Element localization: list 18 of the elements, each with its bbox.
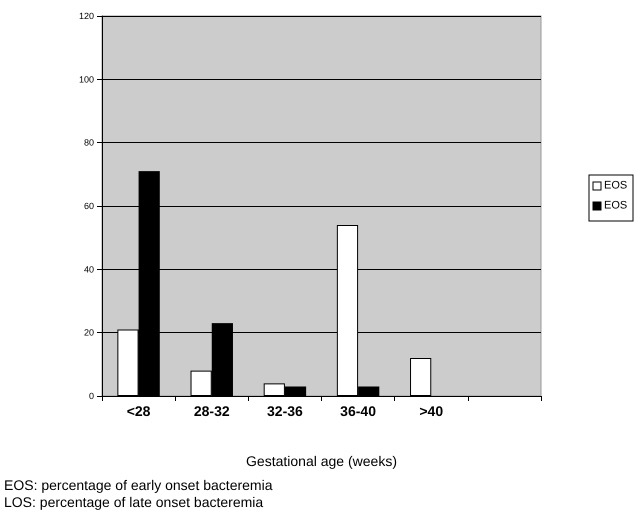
y-tick-label: 40 bbox=[84, 264, 94, 274]
x-axis-title: Gestational age (weeks) bbox=[246, 453, 397, 469]
y-tick-label: 80 bbox=[84, 138, 94, 148]
bar bbox=[410, 358, 432, 396]
x-tick-label: 36-40 bbox=[340, 403, 376, 419]
x-tick-label: >40 bbox=[419, 403, 444, 419]
y-tick-label: 20 bbox=[84, 328, 94, 338]
y-tick-label: 0 bbox=[88, 391, 94, 401]
y-tick-label: 120 bbox=[78, 11, 94, 21]
legend-label: EOS bbox=[604, 180, 628, 192]
y-tick-label: 60 bbox=[84, 201, 94, 211]
x-tick-label: 28-32 bbox=[194, 403, 230, 419]
text: LOS: percentage of late onset bacteremia bbox=[4, 494, 264, 510]
y-tick-label: 100 bbox=[78, 74, 94, 84]
text: EOS: percentage of early onset bacteremia bbox=[4, 477, 273, 493]
x-tick-label: <28 bbox=[126, 403, 151, 419]
legend-label: EOS bbox=[604, 200, 628, 212]
x-tick-label: 32-36 bbox=[267, 403, 304, 419]
